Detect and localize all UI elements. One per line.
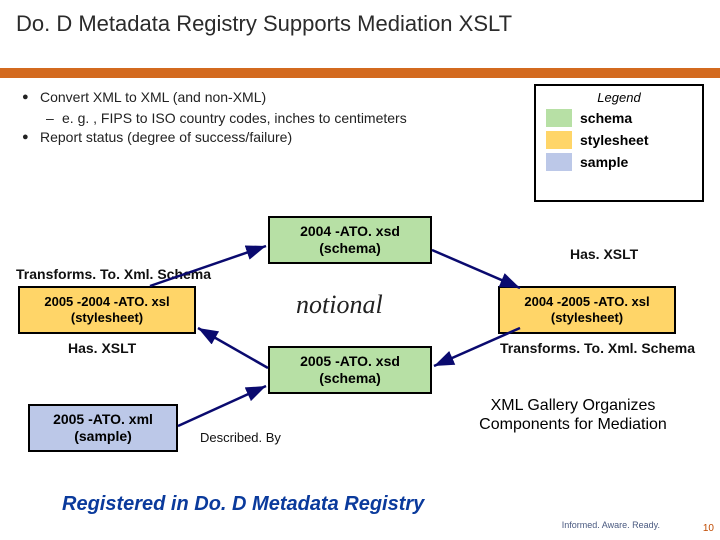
node-schema-2004: 2004 -ATO. xsd (schema) bbox=[268, 216, 432, 264]
bullet-1a: e. g. , FIPS to ISO country codes, inche… bbox=[22, 109, 442, 128]
title-bar: Do. D Metadata Registry Supports Mediati… bbox=[0, 0, 720, 78]
bullet-2: Report status (degree of success/failure… bbox=[22, 128, 442, 147]
label-describedby: Described. By bbox=[200, 430, 281, 445]
legend-swatch-sample bbox=[546, 153, 572, 171]
page-title: Do. D Metadata Registry Supports Mediati… bbox=[16, 10, 704, 38]
node-stylesheet-right: 2004 -2005 -ATO. xsl (stylesheet) bbox=[498, 286, 676, 334]
legend-row-sample: sample bbox=[546, 153, 692, 171]
gallery-caption: XML Gallery Organizes Components for Med… bbox=[448, 396, 698, 434]
footer-brand: Informed. Aware. Ready. bbox=[562, 520, 660, 530]
legend-label-stylesheet: stylesheet bbox=[580, 132, 648, 148]
notional-label: notional bbox=[296, 290, 383, 320]
node-sample: 2005 -ATO. xml (sample) bbox=[28, 404, 178, 452]
registered-caption: Registered in Do. D Metadata Registry bbox=[62, 493, 424, 516]
legend-box: Legend schema stylesheet sample bbox=[534, 84, 704, 202]
label-hasxslt-left: Has. XSLT bbox=[68, 340, 136, 356]
label-transforms-left: Transforms. To. Xml. Schema bbox=[16, 266, 211, 282]
bullet-list: Convert XML to XML (and non-XML) e. g. ,… bbox=[22, 88, 442, 149]
slide-number: 10 bbox=[703, 523, 714, 534]
legend-label-schema: schema bbox=[580, 110, 632, 126]
legend-title: Legend bbox=[546, 90, 692, 105]
legend-row-schema: schema bbox=[546, 109, 692, 127]
label-transforms-right: Transforms. To. Xml. Schema bbox=[500, 340, 695, 356]
bullet-1: Convert XML to XML (and non-XML) bbox=[22, 88, 442, 107]
label-hasxslt-right: Has. XSLT bbox=[570, 246, 638, 262]
node-stylesheet-left: 2005 -2004 -ATO. xsl (stylesheet) bbox=[18, 286, 196, 334]
node-schema-2005: 2005 -ATO. xsd (schema) bbox=[268, 346, 432, 394]
legend-swatch-schema bbox=[546, 109, 572, 127]
content-area: Convert XML to XML (and non-XML) e. g. ,… bbox=[0, 78, 720, 540]
legend-label-sample: sample bbox=[580, 154, 628, 170]
legend-row-stylesheet: stylesheet bbox=[546, 131, 692, 149]
legend-swatch-stylesheet bbox=[546, 131, 572, 149]
